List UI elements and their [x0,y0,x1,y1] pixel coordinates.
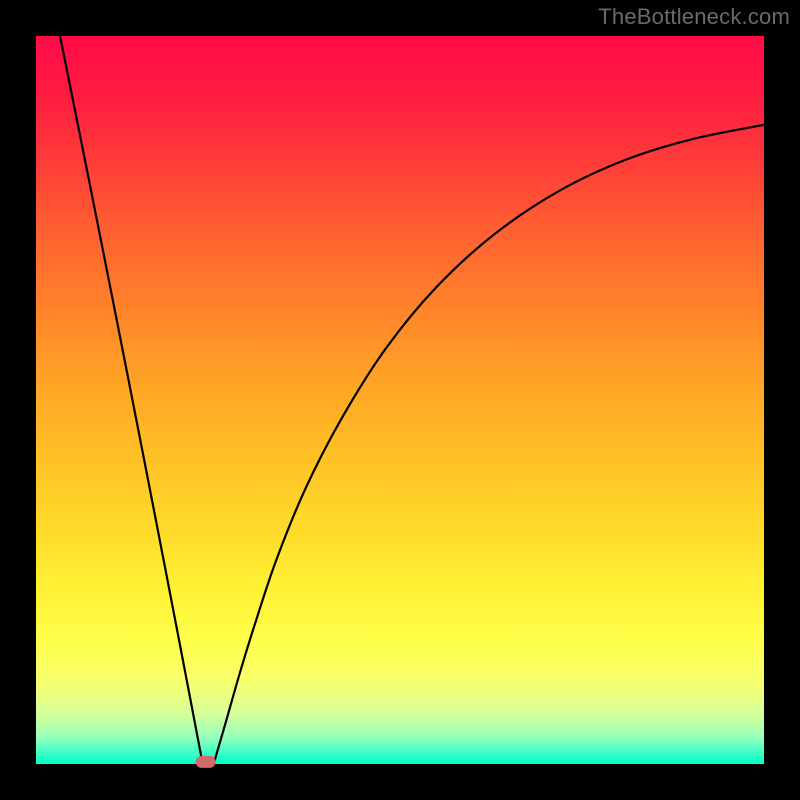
min-marker [196,756,216,768]
chart-container: TheBottleneck.com [0,0,800,800]
bottleneck-chart [0,0,800,800]
plot-background [36,36,764,764]
watermark-text: TheBottleneck.com [598,4,790,30]
